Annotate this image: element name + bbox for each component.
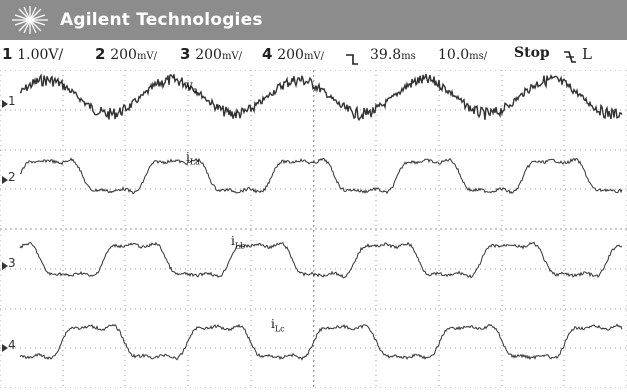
trace-label-ilc-main: i	[271, 317, 275, 331]
trace-ch4-ilc	[19, 323, 623, 361]
ch3-scale[interactable]: 3 200mV/	[180, 45, 242, 63]
delay-unit: ms	[401, 51, 416, 62]
ch3-ground-marker[interactable]: 3	[8, 256, 16, 270]
trace-label-va: va	[186, 78, 198, 94]
trace-label-va-main: v	[186, 78, 193, 92]
trigger-edge-icon	[346, 54, 358, 65]
ch-ground-arrow-icon	[2, 176, 8, 184]
ch2-unit: mV/	[136, 51, 158, 62]
waveform-plot	[0, 69, 627, 389]
ch3-unit: mV/	[221, 51, 243, 62]
trigger-source[interactable]: L	[582, 45, 592, 63]
trace-label-ila-main: i	[186, 150, 190, 164]
ch1-number: 1	[2, 45, 13, 63]
trace-label-ilb-sub: Lb	[234, 241, 246, 251]
ch4-value: 200	[277, 47, 304, 63]
trace-label-ilb: iLb	[231, 234, 245, 250]
trace-label-ilb-main: i	[231, 234, 235, 248]
trace-ch2-ila	[19, 157, 623, 195]
ch-ground-arrow-icon	[2, 100, 8, 108]
ch3-number: 3	[180, 45, 191, 63]
ch4-ground-marker[interactable]: 4	[8, 338, 16, 352]
ch4-scale[interactable]: 4 200mV/	[262, 45, 324, 63]
title-bar: Agilent Technologies	[0, 0, 627, 40]
agilent-spark-logo-icon	[12, 6, 48, 34]
ch2-ground-marker[interactable]: 2	[8, 170, 16, 184]
ch1-ground-marker[interactable]: 1	[8, 94, 16, 108]
run-state[interactable]: Stop	[514, 45, 550, 61]
trace-label-ila-sub: La	[189, 157, 200, 167]
timebase-value: 10.0	[438, 47, 470, 63]
ch4-unit: mV/	[303, 51, 325, 62]
trace-label-ilc-sub: Lc	[274, 324, 285, 334]
brand-name: Agilent Technologies	[60, 10, 263, 30]
ch-ground-arrow-icon	[2, 344, 8, 352]
trace-ch1-va	[19, 73, 623, 122]
ch-ground-arrow-icon	[2, 262, 8, 270]
trace-label-va-sub: a	[192, 85, 198, 95]
status-bar: 1 1.00V/ 2 200mV/ 3 200mV/ 4 200mV/ 39.8…	[0, 40, 627, 70]
trace-label-ila: iLa	[186, 150, 200, 166]
ch2-scale[interactable]: 2 200mV/	[95, 45, 157, 63]
delay-value: 39.8	[370, 47, 402, 63]
timebase-unit: ms/	[469, 51, 488, 62]
falling-edge-icon	[564, 51, 576, 63]
ch4-number: 4	[262, 45, 273, 63]
trace-label-ilc: iLc	[271, 317, 285, 333]
ch1-value: 1.00V/	[17, 47, 64, 63]
ch2-value: 200	[110, 47, 137, 63]
timebase-readout[interactable]: 10.0ms/	[438, 45, 487, 63]
trace-ch3-ilb	[19, 241, 623, 279]
ch3-value: 200	[195, 47, 222, 63]
waveform-display: va iLa iLb iLc 1 2 3 4	[0, 69, 627, 389]
ch2-number: 2	[95, 45, 106, 63]
ch1-scale[interactable]: 1 1.00V/	[2, 45, 63, 63]
delay-readout[interactable]: 39.8ms	[370, 45, 416, 63]
